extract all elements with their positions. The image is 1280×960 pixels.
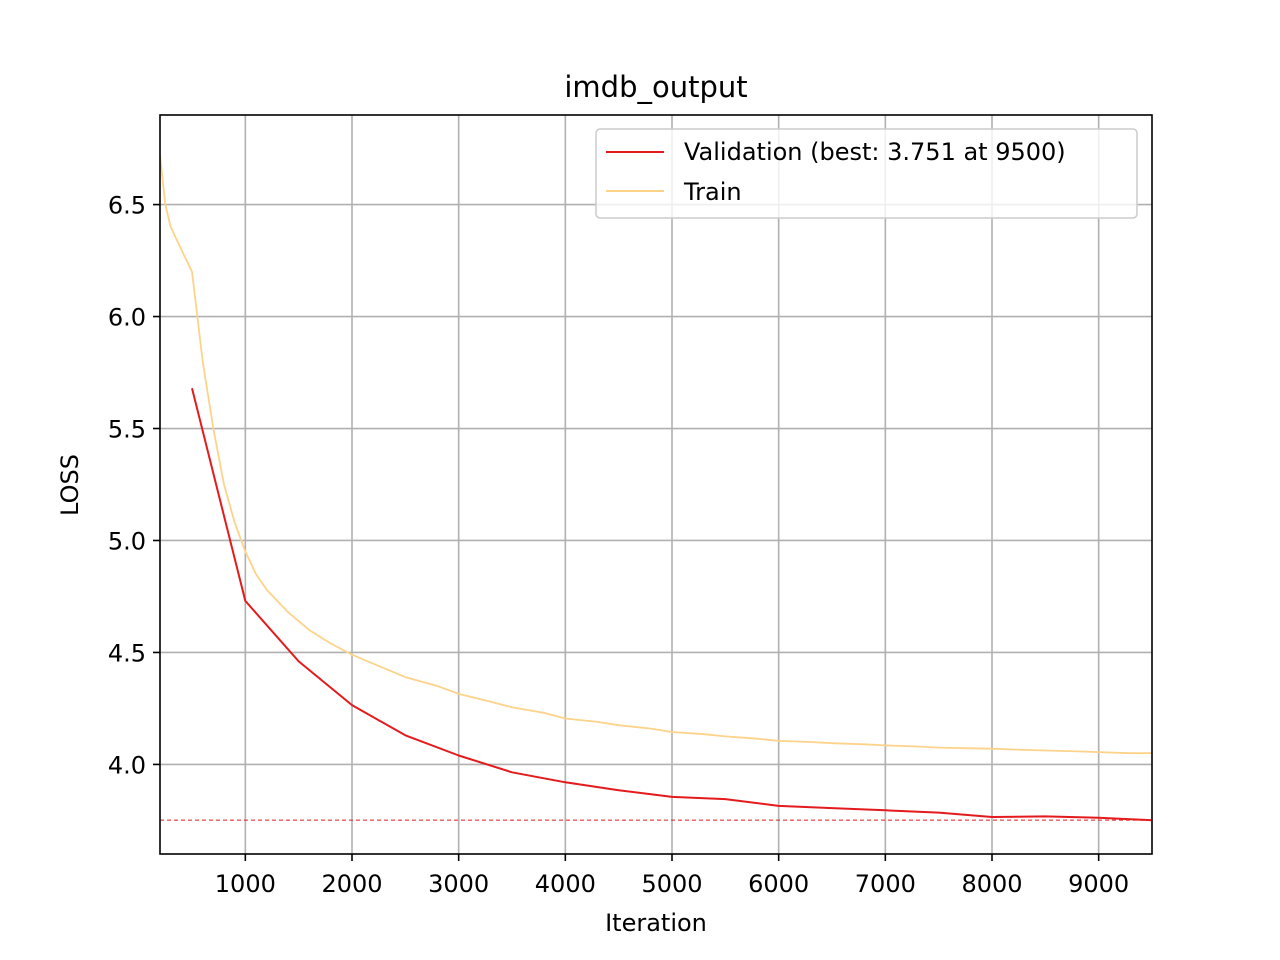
x-axis-label: Iteration (605, 909, 707, 937)
plot-frame (159, 114, 1153, 855)
x-tick-label: 3000 (428, 870, 489, 898)
x-tick-label: 4000 (535, 870, 596, 898)
x-tick-label: 8000 (961, 870, 1022, 898)
chart-title: imdb_output (564, 70, 747, 104)
y-tick-label: 4.0 (108, 751, 146, 779)
y-tick-label: 5.0 (108, 527, 146, 555)
x-tick-label: 5000 (641, 870, 702, 898)
x-tick-label: 7000 (855, 870, 916, 898)
y-axis-label: LOSS (56, 454, 84, 516)
x-tick-label: 6000 (748, 870, 809, 898)
legend-box (595, 128, 1138, 219)
legend-label-validation: Validation (best: 3.751 at 9500) (684, 138, 1066, 166)
series-line-train (159, 155, 1152, 755)
x-tick-label: 9000 (1068, 870, 1129, 898)
y-tick-label: 4.5 (108, 639, 146, 667)
plot-series (159, 155, 1153, 822)
ticks: 1000 2000 3000 4000 5000 6000 7000 8000 9000 4.0 4… (108, 192, 1129, 898)
x-tick-label: 2000 (321, 870, 382, 898)
y-tick-label: 6.0 (108, 304, 146, 332)
x-tick-label: 1000 (215, 870, 276, 898)
legend: Validation (best: 3.751 at 9500) Train (595, 128, 1138, 219)
y-tick-label: 5.5 (108, 416, 146, 444)
series-line-validation (191, 387, 1153, 822)
y-tick-label: 6.5 (108, 192, 146, 220)
legend-label-train: Train (683, 178, 742, 206)
